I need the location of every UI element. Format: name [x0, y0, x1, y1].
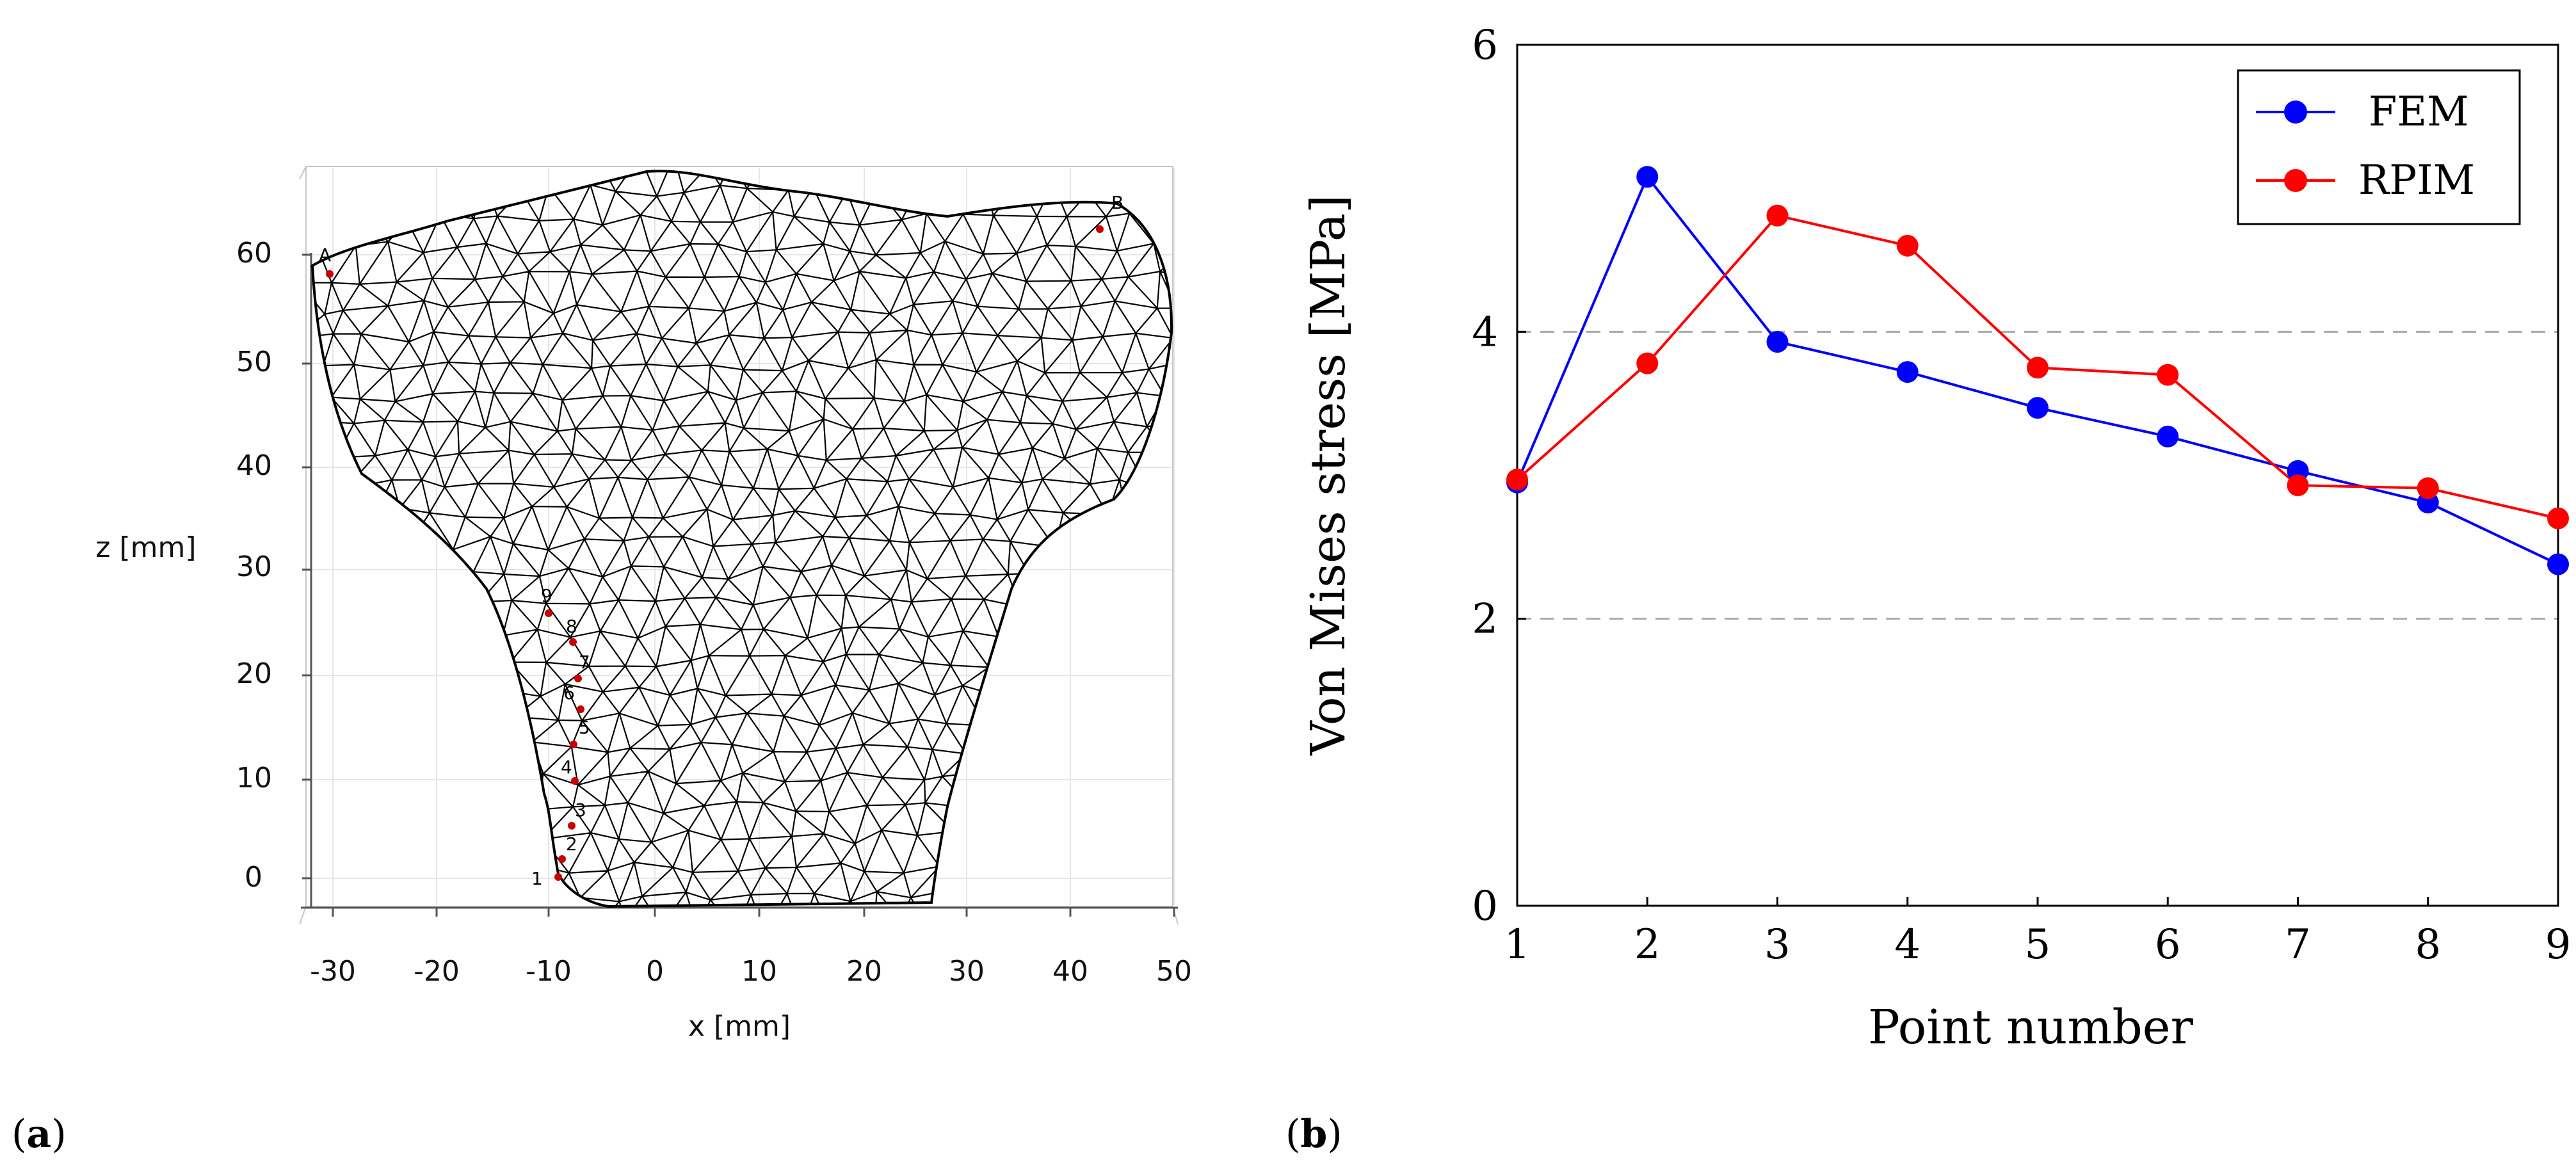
chart-series	[1506, 166, 2569, 575]
x-tick-label: 10	[741, 955, 777, 988]
panel-b-label-close: )	[1327, 1112, 1342, 1157]
legend-label-fem: FEM	[2369, 88, 2469, 136]
point-6-marker	[577, 705, 584, 713]
x-tick-label: -30	[310, 955, 356, 988]
data-point-fem	[2547, 553, 2569, 575]
tibia-outline	[310, 170, 1173, 908]
data-point-rpim	[2417, 477, 2439, 499]
chart-y-tick-label: 2	[1472, 596, 1498, 643]
point-label-1: 1	[531, 868, 543, 889]
data-point-rpim	[1636, 352, 1659, 374]
panel-b-label-letter: b	[1300, 1112, 1327, 1157]
data-point-rpim	[1506, 469, 1528, 491]
x-tick-label: -10	[526, 955, 572, 988]
z-tick-label: 20	[236, 657, 272, 690]
data-point-fem	[1636, 166, 1659, 188]
point-A-marker	[326, 270, 334, 278]
chart-x-tick-label: 9	[2545, 921, 2572, 968]
legend-marker-rpim	[2284, 169, 2307, 192]
z-tick-label: 60	[236, 237, 272, 269]
point-3-marker	[568, 822, 576, 830]
point-9-marker	[545, 609, 552, 617]
chart-x-tick-label: 7	[2285, 921, 2311, 968]
panel-a-mesh-plot: -30 -20 -10 0 10 20 30 40 50 0 10 20 30 …	[12, 166, 1192, 1157]
x-axis-label: x [mm]	[688, 1010, 791, 1043]
data-point-rpim	[2027, 357, 2049, 379]
x-tick-label: 40	[1052, 955, 1088, 988]
point-B-label: B	[1111, 192, 1123, 213]
z-tick-label: 30	[236, 550, 272, 583]
point-A-label: A	[319, 245, 331, 266]
point-1-marker	[554, 873, 562, 881]
chart-tick-labels: 1 2 3 4 5 6 7 8 9 0 2 4 6	[1472, 22, 2571, 968]
chart-x-tick-label: 5	[2025, 921, 2051, 968]
point-4-marker	[571, 777, 579, 785]
chart-y-tick-label: 4	[1472, 309, 1498, 356]
panel-b-line-chart: 1 2 3 4 5 6 7 8 9 0 2 4 6 FEM RPIM Point number Von …	[1285, 22, 2571, 1157]
point-label-7: 7	[579, 652, 590, 673]
point-label-2: 2	[566, 833, 577, 855]
chart-gridlines	[1517, 330, 2558, 620]
data-point-fem	[1766, 331, 1789, 353]
data-point-rpim	[1896, 234, 1919, 257]
point-label-3: 3	[575, 799, 586, 821]
x-tick-label: -20	[414, 955, 460, 988]
chart-x-tick-label: 6	[2155, 921, 2181, 968]
chart-x-tick-label: 8	[2415, 921, 2441, 968]
point-label-6: 6	[563, 682, 575, 703]
legend-label-rpim: RPIM	[2358, 157, 2475, 204]
data-point-rpim	[2287, 474, 2309, 497]
mesh-edges	[312, 171, 1172, 906]
point-5-marker	[570, 741, 577, 748]
chart-x-axis-label: Point number	[1868, 1000, 2194, 1055]
panel-a-label-close: )	[51, 1112, 66, 1157]
axis-ticks	[302, 253, 1175, 917]
x-tick-label: 30	[949, 955, 985, 988]
data-point-fem	[2027, 397, 2049, 419]
z-tick-label: 10	[236, 762, 272, 794]
point-label-9: 9	[541, 585, 552, 606]
mesh-wireframe	[312, 171, 1172, 906]
chart-x-tick-label: 4	[1894, 921, 1920, 968]
z-tick-label: 50	[236, 346, 272, 378]
chart-y-tick-label: 6	[1472, 22, 1498, 69]
panel-a-label: (a)	[12, 1112, 67, 1157]
panel-a-label-letter: a	[26, 1112, 51, 1157]
mesh-points	[326, 225, 1104, 881]
point-2-marker	[558, 855, 566, 863]
data-point-rpim	[2547, 507, 2569, 529]
point-label-5: 5	[579, 717, 590, 738]
chart-y-axis-label: Von Mises stress [MPa]	[1301, 195, 1356, 756]
panel-a-label-open: (	[12, 1112, 26, 1157]
chart-x-tick-label: 2	[1634, 921, 1661, 968]
data-point-rpim	[2157, 364, 2179, 386]
legend-marker-fem	[2284, 100, 2307, 124]
z-tick-label: 40	[236, 449, 272, 482]
z-axis-label: z [mm]	[95, 531, 196, 564]
panel-b-label: (b)	[1285, 1112, 1342, 1157]
data-point-fem	[2157, 425, 2179, 447]
point-8-marker	[569, 638, 577, 646]
grid-lines	[307, 168, 1175, 905]
chart-ticks	[1516, 44, 2559, 907]
legend-box	[2237, 69, 2521, 225]
x-tick-label: 50	[1156, 955, 1192, 988]
x-tick-label: 0	[646, 955, 664, 988]
point-label-4: 4	[561, 757, 572, 778]
data-point-fem	[1896, 361, 1919, 383]
point-7-marker	[574, 675, 582, 682]
data-point-rpim	[1766, 204, 1789, 227]
point-label-8: 8	[566, 616, 577, 637]
chart-y-tick-label: 0	[1472, 883, 1498, 930]
chart-x-tick-label: 3	[1764, 921, 1791, 968]
panel-b-label-open: (	[1285, 1112, 1300, 1157]
x-tick-label: 20	[846, 955, 882, 988]
z-tick-label: 0	[245, 861, 262, 894]
chart-x-tick-label: 1	[1504, 921, 1531, 968]
legend: FEM RPIM	[2237, 69, 2521, 225]
point-B-marker	[1096, 225, 1104, 233]
